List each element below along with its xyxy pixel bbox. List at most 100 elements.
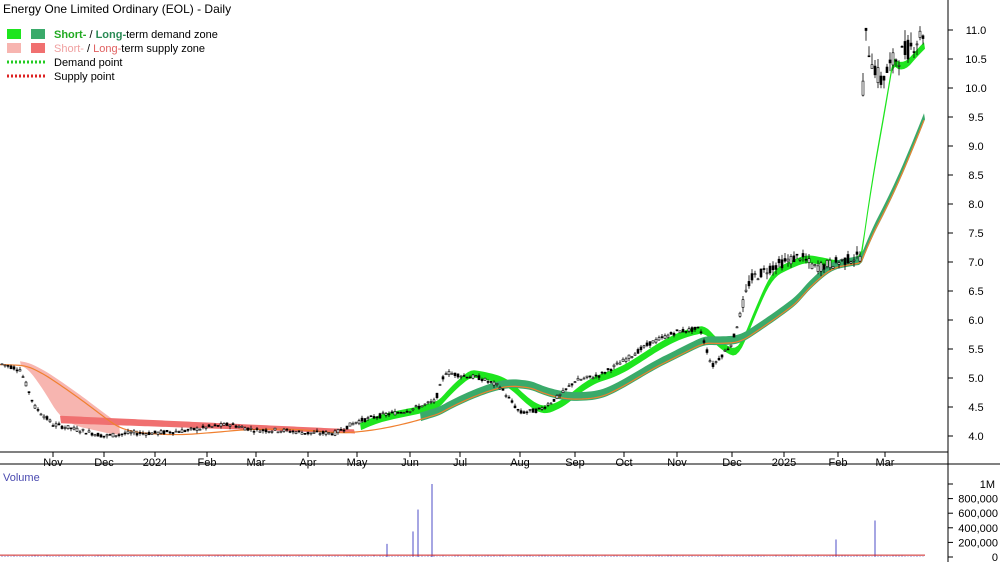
candle: [615, 360, 619, 366]
candle: [783, 252, 787, 263]
candle-body: [198, 428, 202, 431]
candle: [840, 258, 844, 263]
candle-body: [513, 405, 517, 409]
volume-panel-label: Volume: [3, 472, 40, 484]
candle-body: [663, 335, 667, 339]
candle-body: [270, 431, 274, 433]
candle: [657, 335, 661, 341]
candle-body: [249, 427, 253, 430]
candle-body: [702, 340, 706, 343]
candle: [756, 277, 760, 281]
candle-body: [507, 396, 511, 399]
candle: [204, 426, 208, 431]
candle-body: [882, 75, 886, 81]
candle: [810, 262, 814, 270]
candle: [186, 428, 190, 433]
candle-body: [918, 30, 922, 38]
candle: [3, 364, 7, 368]
candle-body: [879, 75, 883, 85]
candle: [177, 430, 181, 433]
candle-body: [444, 373, 448, 376]
y-tick-label: 9.5: [968, 112, 983, 124]
candle: [495, 382, 499, 387]
candle: [834, 255, 838, 264]
candle: [219, 421, 223, 429]
candle: [39, 412, 43, 416]
y-tick-label: 6.0: [968, 315, 983, 327]
candle: [705, 347, 709, 355]
candle: [102, 435, 106, 439]
price-panel: [0, 0, 948, 452]
candle-body: [489, 381, 493, 383]
volume-tick-label: 1M: [980, 479, 995, 491]
candle: [336, 428, 340, 435]
candle: [597, 375, 601, 380]
candle-body: [27, 391, 31, 394]
candle: [264, 427, 268, 434]
candle: [330, 432, 334, 436]
candle-body: [582, 377, 586, 380]
candle-body: [747, 281, 751, 287]
candle: [696, 326, 700, 329]
candle-body: [795, 253, 799, 256]
candle: [279, 430, 283, 434]
candle-body: [849, 261, 853, 264]
candle: [579, 378, 583, 381]
candle-body: [603, 371, 607, 374]
candle-body: [204, 426, 208, 429]
candle-body: [798, 258, 802, 261]
candle-body: [756, 278, 760, 281]
x-tick-label: Jul: [453, 457, 467, 469]
candle-body: [195, 427, 199, 432]
candle-body: [123, 432, 127, 435]
candle-body: [627, 354, 631, 359]
candle: [447, 369, 451, 377]
candle-body: [297, 430, 301, 433]
candle: [435, 392, 439, 400]
candle: [324, 430, 328, 437]
candle: [588, 375, 592, 379]
candle: [918, 26, 922, 41]
candle-body: [360, 417, 364, 422]
candle: [522, 410, 526, 414]
candle: [651, 340, 655, 344]
candle-body: [363, 418, 367, 423]
candle-body: [258, 430, 262, 433]
candle: [669, 331, 673, 335]
candle-body: [405, 410, 409, 413]
candle-body: [840, 258, 844, 261]
candle: [453, 372, 457, 378]
candle-body: [183, 430, 187, 432]
candle: [378, 412, 382, 419]
candle: [21, 374, 25, 378]
x-tick-label: Oct: [615, 457, 632, 469]
candle: [732, 333, 736, 338]
candle-body: [441, 376, 445, 380]
candle: [153, 430, 157, 435]
candle-body: [831, 266, 835, 269]
candle-body: [843, 257, 847, 265]
candle: [78, 429, 82, 435]
candle-body: [60, 425, 64, 429]
candle-body: [300, 432, 304, 435]
legend-long-supply-swatch: [31, 43, 45, 53]
candle: [852, 254, 856, 268]
candle: [303, 432, 307, 436]
candle: [288, 429, 292, 434]
candle-body: [483, 377, 487, 381]
candle: [399, 411, 403, 414]
candle: [540, 406, 544, 411]
zone-bands: [0, 42, 925, 436]
candle-body: [126, 430, 130, 434]
candle-body: [144, 433, 148, 436]
candle: [429, 398, 433, 405]
legend-demand-point-text: Demand point: [54, 57, 123, 69]
candle: [687, 326, 691, 333]
candle-body: [615, 362, 619, 365]
x-tick-label: Feb: [829, 457, 848, 469]
candle: [645, 340, 649, 348]
y-tick-label: 8.5: [968, 170, 983, 182]
candle-body: [573, 381, 577, 383]
candle-body: [261, 429, 265, 432]
candle-body: [486, 381, 490, 383]
